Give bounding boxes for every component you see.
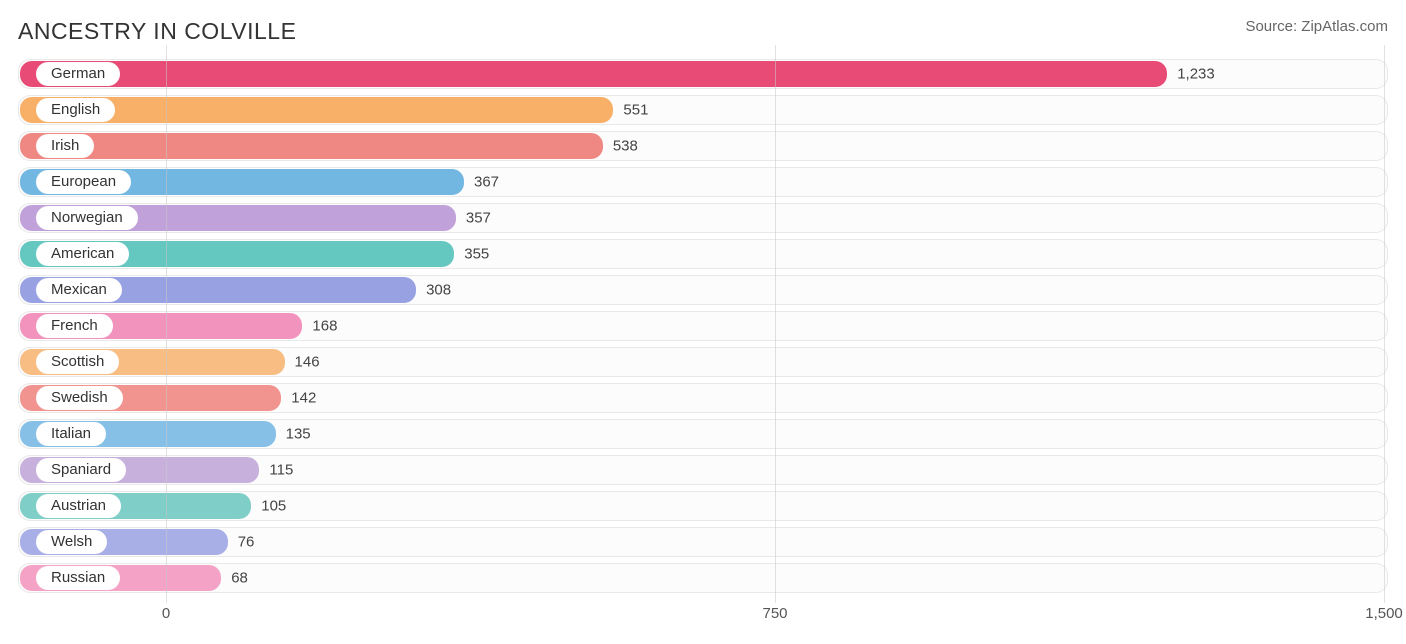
bar-row: Austrian 105 bbox=[18, 491, 1388, 521]
bar-value-label: 367 bbox=[474, 174, 499, 191]
bar-category-label: Austrian bbox=[36, 494, 121, 518]
bar-value-label: 135 bbox=[286, 426, 311, 443]
bar-category-label: Scottish bbox=[36, 350, 119, 374]
bar-row: Italian 135 bbox=[18, 419, 1388, 449]
bar-category-label: German bbox=[36, 62, 120, 86]
bar-category-label: European bbox=[36, 170, 131, 194]
bar-row: Scottish 146 bbox=[18, 347, 1388, 377]
bar-category-label: Italian bbox=[36, 422, 106, 446]
bar-value-label: 1,233 bbox=[1177, 66, 1215, 83]
bar-value-label: 308 bbox=[426, 282, 451, 299]
bar-row: Spaniard 115 bbox=[18, 455, 1388, 485]
ancestry-chart: ANCESTRY IN COLVILLE Source: ZipAtlas.co… bbox=[0, 0, 1406, 644]
bar-row: Russian 68 bbox=[18, 563, 1388, 593]
bar-category-label: Mexican bbox=[36, 278, 122, 302]
bar-track bbox=[18, 563, 1388, 593]
bar-row: Norwegian 357 bbox=[18, 203, 1388, 233]
bar-row: French 168 bbox=[18, 311, 1388, 341]
bar-value-label: 76 bbox=[238, 534, 255, 551]
bar-value-label: 68 bbox=[231, 570, 248, 587]
bar-row: English 551 bbox=[18, 95, 1388, 125]
chart-title: ANCESTRY IN COLVILLE bbox=[18, 18, 296, 45]
bar-category-label: Irish bbox=[36, 134, 94, 158]
bar-category-label: Norwegian bbox=[36, 206, 138, 230]
x-gridline bbox=[775, 45, 776, 603]
x-tick-label: 1,500 bbox=[1365, 605, 1403, 622]
bar-row: German 1,233 bbox=[18, 59, 1388, 89]
bar-category-label: Welsh bbox=[36, 530, 107, 554]
x-axis: 07501,500 bbox=[18, 601, 1388, 631]
bar-row: European 367 bbox=[18, 167, 1388, 197]
bar-row: Irish 538 bbox=[18, 131, 1388, 161]
bar-row: Welsh 76 bbox=[18, 527, 1388, 557]
x-tick-label: 750 bbox=[762, 605, 787, 622]
bar-value-label: 142 bbox=[291, 390, 316, 407]
x-tick-label: 0 bbox=[162, 605, 170, 622]
bar-category-label: Spaniard bbox=[36, 458, 126, 482]
bar-value-label: 105 bbox=[261, 498, 286, 515]
chart-source: Source: ZipAtlas.com bbox=[1245, 18, 1388, 35]
x-gridline bbox=[1384, 45, 1385, 603]
bar-value-label: 357 bbox=[466, 210, 491, 227]
bar-value-label: 146 bbox=[295, 354, 320, 371]
bar-value-label: 115 bbox=[269, 462, 293, 479]
x-gridline bbox=[166, 45, 167, 603]
bar-value-label: 551 bbox=[623, 102, 648, 119]
chart-header: ANCESTRY IN COLVILLE Source: ZipAtlas.co… bbox=[18, 18, 1388, 45]
bar-category-label: Swedish bbox=[36, 386, 123, 410]
bar-fill bbox=[20, 133, 603, 159]
bar-row: Mexican 308 bbox=[18, 275, 1388, 305]
bar-category-label: Russian bbox=[36, 566, 120, 590]
bars-area: German 1,233 English 551 Irish 538 European 367… bbox=[18, 59, 1388, 599]
bar-value-label: 538 bbox=[613, 138, 638, 155]
bar-fill bbox=[20, 61, 1167, 87]
bar-value-label: 355 bbox=[464, 246, 489, 263]
bar-category-label: American bbox=[36, 242, 129, 266]
bar-value-label: 168 bbox=[312, 318, 337, 335]
bar-row: Swedish 142 bbox=[18, 383, 1388, 413]
bar-category-label: English bbox=[36, 98, 115, 122]
bar-row: American 355 bbox=[18, 239, 1388, 269]
bar-category-label: French bbox=[36, 314, 113, 338]
